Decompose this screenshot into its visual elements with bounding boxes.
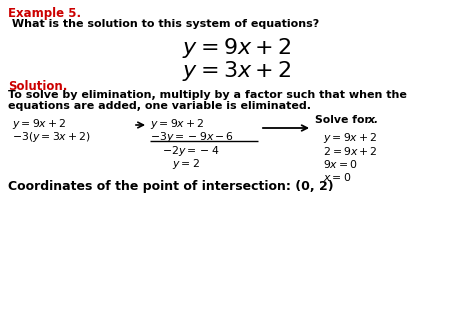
Text: $-3y = -9x - 6$: $-3y = -9x - 6$ [150,130,234,144]
Text: $-2y = -4$: $-2y = -4$ [162,144,219,158]
Text: $y = 2$: $y = 2$ [172,157,200,171]
Text: $x = 0$: $x = 0$ [323,171,351,183]
Text: Solve for: Solve for [315,115,374,125]
Text: $y = 9x + 2$: $y = 9x + 2$ [150,117,205,131]
Text: $9x = 0$: $9x = 0$ [323,158,358,170]
Text: $y = 9x + 2$: $y = 9x + 2$ [182,36,292,60]
Text: To solve by elimination, multiply by a factor such that when the: To solve by elimination, multiply by a f… [8,90,407,100]
Text: Example 5.: Example 5. [8,7,81,20]
Text: x.: x. [367,115,378,125]
Text: Solution.: Solution. [8,80,67,93]
Text: $y = 3x + 2$: $y = 3x + 2$ [182,59,292,83]
Text: $y = 9x + 2$: $y = 9x + 2$ [12,117,66,131]
Text: $-3(y = 3x + 2)$: $-3(y = 3x + 2)$ [12,130,91,144]
Text: Coordinates of the point of intersection: (0, 2): Coordinates of the point of intersection… [8,180,334,193]
Text: equations are added, one variable is eliminated.: equations are added, one variable is eli… [8,101,311,111]
Text: What is the solution to this system of equations?: What is the solution to this system of e… [8,19,319,29]
Text: $2 = 9x + 2$: $2 = 9x + 2$ [323,145,378,157]
Text: $y = 9x + 2$: $y = 9x + 2$ [323,131,378,145]
